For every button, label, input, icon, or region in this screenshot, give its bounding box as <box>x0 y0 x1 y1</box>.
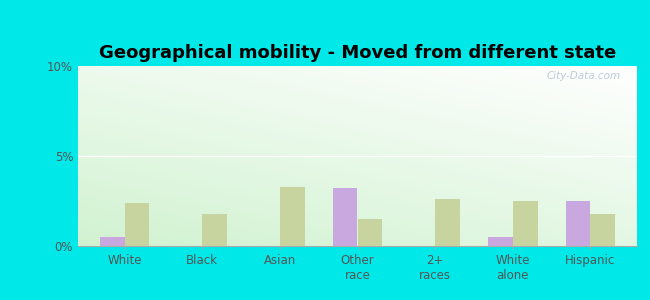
Bar <box>513 201 538 246</box>
Bar <box>202 214 227 246</box>
Bar <box>358 219 382 246</box>
Title: Geographical mobility - Moved from different state: Geographical mobility - Moved from diffe… <box>99 44 616 62</box>
Bar <box>590 214 616 246</box>
Bar <box>488 237 513 246</box>
Bar <box>280 187 305 246</box>
Bar <box>566 201 590 246</box>
Bar <box>333 188 358 246</box>
Bar <box>125 203 150 246</box>
Bar <box>99 237 125 246</box>
Bar <box>435 199 460 246</box>
Text: City-Data.com: City-Data.com <box>546 71 620 81</box>
